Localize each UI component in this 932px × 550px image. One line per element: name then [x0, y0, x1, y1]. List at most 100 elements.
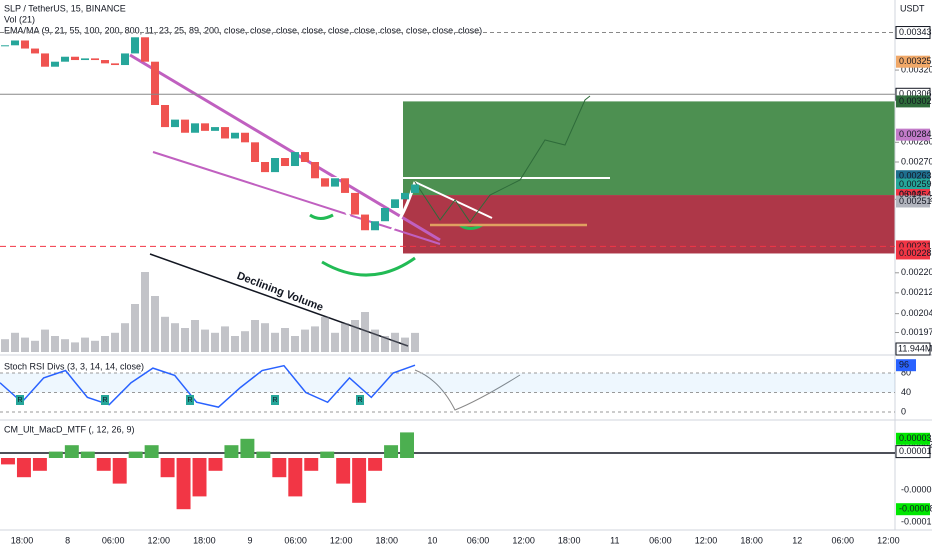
- macd-tag: [895, 445, 931, 459]
- divergence-marker: [186, 395, 194, 405]
- volume-bar: [31, 340, 39, 352]
- volume-bar: [381, 336, 389, 352]
- volume-tag: 11.944M: [898, 343, 932, 353]
- price-tick-label: 0.00280: [901, 137, 932, 147]
- price-tag: [896, 247, 930, 260]
- time-label: 18:00: [193, 535, 216, 545]
- volume-bar: [1, 339, 9, 352]
- time-label: 10: [427, 535, 437, 545]
- candle: [271, 158, 279, 173]
- macd-bar: [224, 445, 239, 458]
- macd-bar: [352, 458, 367, 503]
- macd-tag-label: 0.00001: [899, 446, 932, 456]
- divergence-label: R: [357, 397, 362, 404]
- volume-bar: [341, 323, 349, 352]
- volume-bar: [391, 332, 399, 352]
- macd-bar: [240, 438, 255, 458]
- macd-bar: [96, 458, 111, 471]
- candle: [161, 104, 169, 128]
- price-tick-label: 0.00270: [901, 156, 932, 166]
- candle: [221, 127, 229, 139]
- macd-bar: [192, 458, 207, 497]
- macd-bar: [80, 451, 95, 458]
- volume-bar: [361, 312, 369, 352]
- volume-bar: [81, 337, 89, 352]
- price-tag-label: 0.00284: [899, 129, 932, 139]
- macd-bar: [304, 458, 319, 471]
- price-tag-label: 0.00343: [899, 27, 932, 37]
- stoch-current-tag: [896, 359, 916, 372]
- volume-bar: [401, 337, 409, 352]
- divergence-label: R: [102, 397, 107, 404]
- candle: [101, 60, 109, 64]
- divergence-marker: [16, 395, 24, 405]
- stoch-title: Stoch RSI Divs (3, 3, 14, 14, close): [4, 361, 144, 371]
- candle: [371, 221, 379, 231]
- candle: [191, 123, 199, 133]
- time-label: 18:00: [740, 535, 763, 545]
- volume-bar: [91, 340, 99, 352]
- macd-bar: [384, 445, 399, 458]
- time-label: 06:00: [467, 535, 490, 545]
- divergence-label: R: [17, 397, 22, 404]
- time-label: 18:00: [558, 535, 581, 545]
- price-tag-label: 0.00306: [899, 89, 932, 99]
- time-label: 06:00: [649, 535, 672, 545]
- price-tag: [896, 55, 930, 68]
- candle: [1, 45, 9, 47]
- price-tag-label: 0.00302: [899, 96, 932, 106]
- volume-bar: [101, 336, 109, 352]
- candle: [141, 37, 149, 62]
- candle: [11, 40, 19, 46]
- macd-bar: [336, 458, 351, 484]
- divergence-label: R: [187, 397, 192, 404]
- macd-bar: [64, 445, 79, 458]
- candle: [401, 192, 409, 200]
- volume-label: Vol (21): [4, 14, 35, 24]
- stoch-projection: [414, 369, 521, 411]
- macd-bar: [288, 458, 303, 497]
- volume-bar: [41, 329, 49, 352]
- price-tick-label: 0.00204: [901, 308, 932, 318]
- macd-bar: [272, 458, 287, 478]
- volume-bar: [241, 331, 249, 352]
- time-label: 12:00: [512, 535, 535, 545]
- volume-bar: [371, 329, 379, 352]
- price-tag-label: 0.00254: [899, 189, 932, 199]
- time-label: 18:00: [376, 535, 399, 545]
- divergence-marker: [271, 395, 279, 405]
- macd-tag: [896, 503, 930, 516]
- candle: [121, 53, 129, 66]
- macd-bar: [128, 451, 143, 458]
- candle: [61, 56, 69, 62]
- price-tick-label: 0.00212: [901, 287, 932, 297]
- candle: [351, 192, 359, 215]
- macd-title: CM_Ult_MacD_MTF (, 12, 26, 9): [4, 424, 135, 434]
- cup-arc: [321, 256, 416, 277]
- macd-bar: [1, 458, 15, 465]
- volume-trendline: [149, 253, 409, 347]
- macd-bar: [160, 458, 175, 478]
- volume-bar: [161, 316, 169, 352]
- macd-bar: [368, 458, 383, 471]
- candle: [41, 53, 49, 67]
- time-label: 06:00: [284, 535, 307, 545]
- time-label: 06:00: [102, 535, 125, 545]
- price-tick-label: 0.00197: [901, 327, 932, 337]
- volume-bar: [131, 304, 139, 352]
- volume-bar: [71, 342, 79, 352]
- stoch-k-line: [0, 364, 416, 408]
- ema-label: EMA/MA (9, 21, 55, 100, 200, 800, 11, 23…: [4, 25, 482, 35]
- price-tick-label: 0.00220: [901, 267, 932, 277]
- candle: [201, 123, 209, 131]
- stoch-tick-label: 40: [901, 387, 911, 397]
- drawings: [0, 53, 895, 454]
- candle: [411, 184, 419, 193]
- candle: [281, 158, 289, 167]
- time-label: 18:00: [11, 535, 34, 545]
- macd-tag-label: 0.00003: [899, 433, 932, 443]
- price-tag-label: 0.00251: [899, 196, 932, 206]
- stoch-tick-label: 80: [901, 367, 911, 377]
- volume-bar: [211, 332, 219, 352]
